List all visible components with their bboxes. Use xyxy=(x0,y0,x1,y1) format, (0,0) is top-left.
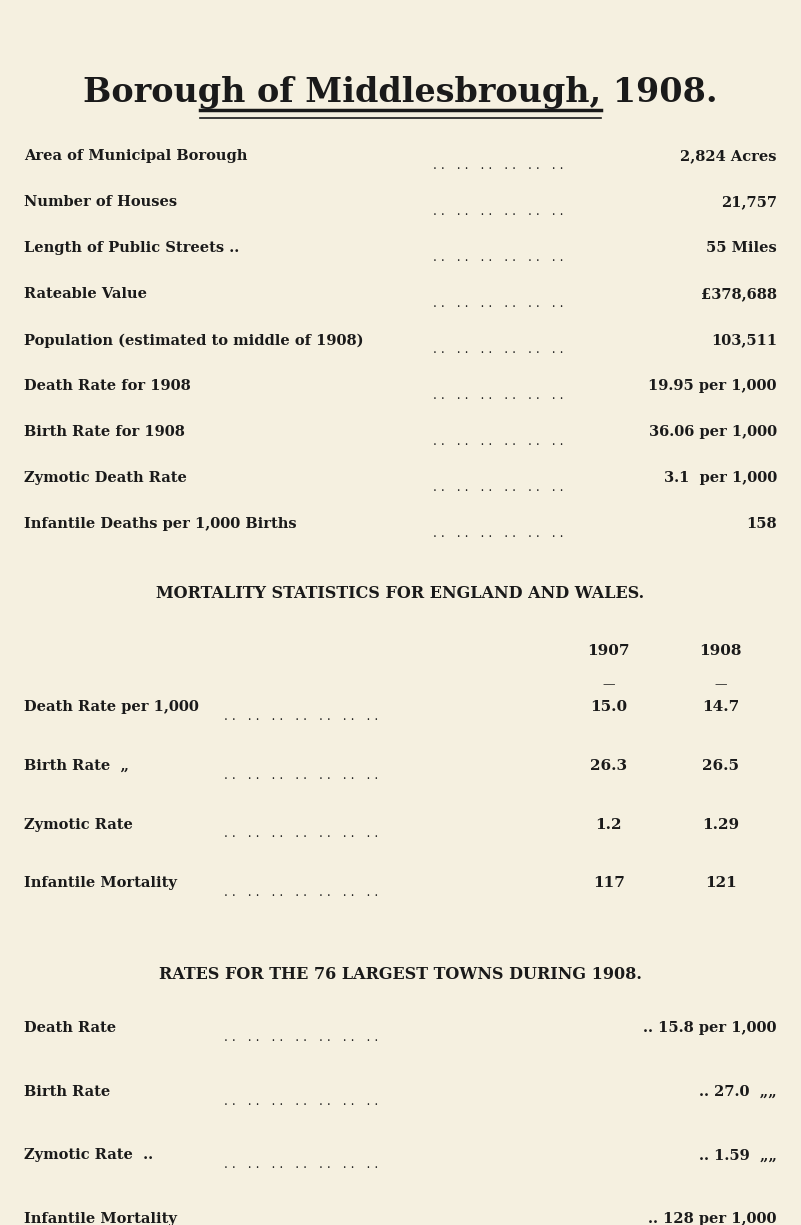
Text: . .   . .   . .   . .   . .   . .: . . . . . . . . . . . . xyxy=(433,251,563,265)
Text: 117: 117 xyxy=(593,876,625,891)
Text: . .   . .   . .   . .   . .   . .   . .: . . . . . . . . . . . . . . xyxy=(224,1158,379,1171)
Text: 2,824 Acres: 2,824 Acres xyxy=(681,149,777,163)
Text: Population (estimated to middle of 1908): Population (estimated to middle of 1908) xyxy=(24,333,364,348)
Text: .. 1.59  „„: .. 1.59 „„ xyxy=(699,1148,777,1163)
Text: RATES FOR THE 76 LARGEST TOWNS DURING 1908.: RATES FOR THE 76 LARGEST TOWNS DURING 19… xyxy=(159,965,642,982)
Text: 1907: 1907 xyxy=(587,643,630,658)
Text: . .   . .   . .   . .   . .   . .   . .: . . . . . . . . . . . . . . xyxy=(224,827,379,840)
Text: 1.2: 1.2 xyxy=(595,817,622,832)
Text: . .   . .   . .   . .   . .   . .   . .: . . . . . . . . . . . . . . xyxy=(224,1221,379,1225)
Text: 26.5: 26.5 xyxy=(702,758,739,773)
Text: . .   . .   . .   . .   . .   . .   . .: . . . . . . . . . . . . . . xyxy=(224,768,379,782)
Text: Death Rate for 1908: Death Rate for 1908 xyxy=(24,379,191,393)
Text: Zymotic Rate  ..: Zymotic Rate .. xyxy=(24,1148,153,1163)
Text: .. 128 per 1,000
              births: .. 128 per 1,000 births xyxy=(649,1212,777,1225)
Text: 1.29: 1.29 xyxy=(702,817,739,832)
Text: . .   . .   . .   . .   . .   . .: . . . . . . . . . . . . xyxy=(433,296,563,310)
Text: Death Rate per 1,000: Death Rate per 1,000 xyxy=(24,699,199,714)
Text: .. 27.0  „„: .. 27.0 „„ xyxy=(699,1084,777,1099)
Text: . .   . .   . .   . .   . .   . .   . .: . . . . . . . . . . . . . . xyxy=(224,1030,379,1044)
Text: Infantile Mortality: Infantile Mortality xyxy=(24,1212,177,1225)
Text: Length of Public Streets ..: Length of Public Streets .. xyxy=(24,241,239,255)
Text: 3.1  per 1,000: 3.1 per 1,000 xyxy=(664,470,777,485)
Text: 15.0: 15.0 xyxy=(590,699,627,714)
Text: . .   . .   . .   . .   . .   . .: . . . . . . . . . . . . xyxy=(433,205,563,218)
Text: Zymotic Rate: Zymotic Rate xyxy=(24,817,133,832)
Text: Birth Rate for 1908: Birth Rate for 1908 xyxy=(24,425,185,439)
Text: Zymotic Death Rate: Zymotic Death Rate xyxy=(24,470,187,485)
Text: 19.95 per 1,000: 19.95 per 1,000 xyxy=(649,379,777,393)
Text: 21,757: 21,757 xyxy=(721,195,777,209)
Text: 14.7: 14.7 xyxy=(702,699,739,714)
Text: Birth Rate  „: Birth Rate „ xyxy=(24,758,129,773)
Text: Death Rate: Death Rate xyxy=(24,1020,116,1035)
Text: Infantile Mortality: Infantile Mortality xyxy=(24,876,177,891)
Text: MORTALITY STATISTICS FOR ENGLAND AND WALES.: MORTALITY STATISTICS FOR ENGLAND AND WAL… xyxy=(156,584,645,601)
Text: 158: 158 xyxy=(747,517,777,530)
Text: .. 15.8 per 1,000: .. 15.8 per 1,000 xyxy=(643,1020,777,1035)
Text: . .   . .   . .   . .   . .   . .   . .: . . . . . . . . . . . . . . xyxy=(224,1094,379,1107)
Text: 26.3: 26.3 xyxy=(590,758,627,773)
Text: 36.06 per 1,000: 36.06 per 1,000 xyxy=(649,425,777,439)
Text: . .   . .   . .   . .   . .   . .: . . . . . . . . . . . . xyxy=(433,527,563,540)
Text: . .   . .   . .   . .   . .   . .: . . . . . . . . . . . . xyxy=(433,388,563,402)
Text: . .   . .   . .   . .   . .   . .   . .: . . . . . . . . . . . . . . xyxy=(224,886,379,899)
Text: 55 Miles: 55 Miles xyxy=(706,241,777,255)
Text: . .   . .   . .   . .   . .   . .: . . . . . . . . . . . . xyxy=(433,343,563,356)
Text: . .   . .   . .   . .   . .   . .   . .: . . . . . . . . . . . . . . xyxy=(224,709,379,723)
Text: Area of Municipal Borough: Area of Municipal Borough xyxy=(24,149,248,163)
Text: 103,511: 103,511 xyxy=(710,333,777,347)
Text: Number of Houses: Number of Houses xyxy=(24,195,177,209)
Text: Rateable Value: Rateable Value xyxy=(24,287,147,301)
Text: . .   . .   . .   . .   . .   . .: . . . . . . . . . . . . xyxy=(433,159,563,173)
Text: . .   . .   . .   . .   . .   . .: . . . . . . . . . . . . xyxy=(433,480,563,494)
Text: —: — xyxy=(602,677,615,691)
Text: —: — xyxy=(714,677,727,691)
Text: Borough of Middlesbrough, 1908.: Borough of Middlesbrough, 1908. xyxy=(83,76,718,109)
Text: . .   . .   . .   . .   . .   . .: . . . . . . . . . . . . xyxy=(433,435,563,448)
Text: 1908: 1908 xyxy=(699,643,743,658)
Text: £378,688: £378,688 xyxy=(701,287,777,301)
Text: Birth Rate: Birth Rate xyxy=(24,1084,111,1099)
Text: Infantile Deaths per 1,000 Births: Infantile Deaths per 1,000 Births xyxy=(24,517,296,530)
Text: 121: 121 xyxy=(705,876,737,891)
